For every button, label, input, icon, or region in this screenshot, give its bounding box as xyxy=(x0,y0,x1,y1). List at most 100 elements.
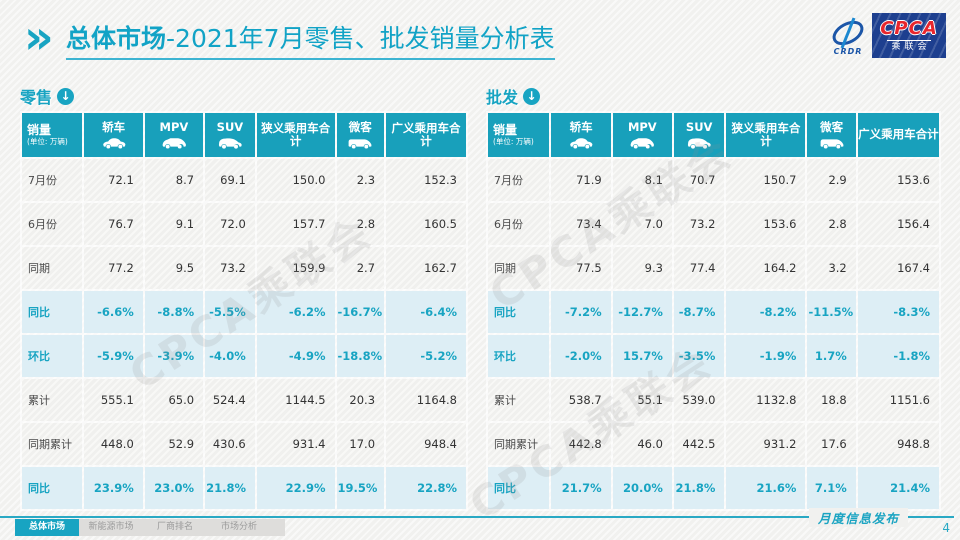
column-label: 广义乘用车合计 xyxy=(858,127,939,142)
cpca-swoosh-icon xyxy=(832,16,864,49)
data-cell: -4.0% xyxy=(205,335,255,377)
data-cell: 7.1% xyxy=(807,467,856,509)
data-cell: 931.2 xyxy=(726,423,806,465)
logo-left-label: CRDR xyxy=(833,46,863,56)
data-cell: -8.3% xyxy=(857,291,939,333)
data-cell: 555.1 xyxy=(84,379,143,421)
data-cell: -5.2% xyxy=(386,335,466,377)
page-number: 4 xyxy=(942,521,950,535)
cpca-badge: CPCA 乘联会 xyxy=(872,13,946,58)
data-cell: 948.8 xyxy=(857,423,939,465)
wholesale-section-label: 批发 xyxy=(486,88,519,107)
footer-tab[interactable]: 厂商排名 xyxy=(143,519,207,536)
mpv-icon xyxy=(162,137,186,149)
data-cell: 77.5 xyxy=(551,247,611,289)
unit-note: (单位: 万辆) xyxy=(27,137,68,147)
data-cell: 2.9 xyxy=(807,159,856,201)
column-header: SUV xyxy=(205,113,255,157)
data-cell: 20.0% xyxy=(612,467,672,509)
row-label: 同期累计 xyxy=(488,423,550,465)
retail-section-label: 零售 xyxy=(20,88,53,107)
data-cell: -6.4% xyxy=(386,291,466,333)
column-label: 狭义乘用车合计 xyxy=(731,120,801,148)
data-cell: -11.5% xyxy=(807,291,856,333)
data-cell: 2.8 xyxy=(807,203,856,245)
data-cell: -3.5% xyxy=(673,335,725,377)
data-cell: 17.6 xyxy=(807,423,856,465)
cpca-swoosh: CRDR xyxy=(829,16,867,56)
data-cell: 9.5 xyxy=(144,247,204,289)
data-cell: 2.7 xyxy=(336,247,385,289)
data-cell: 76.7 xyxy=(84,203,143,245)
data-cell: 448.0 xyxy=(84,423,143,465)
column-label: MPV xyxy=(627,120,657,135)
footer-tab[interactable]: 市场分析 xyxy=(207,519,271,536)
row-label: 环比 xyxy=(22,335,83,377)
table-row: 环比 -5.9% -3.9% -4.0% -4.9% -18.8% -5.2% xyxy=(22,335,466,377)
data-cell: 21.8% xyxy=(205,467,255,509)
row-label: 同期累计 xyxy=(22,423,83,465)
data-cell: 23.0% xyxy=(144,467,204,509)
data-cell: -18.8% xyxy=(336,335,385,377)
table-row: 累计 555.1 65.0 524.4 1144.5 20.3 1164.8 xyxy=(22,379,466,421)
column-label: SUV xyxy=(216,120,244,135)
data-cell: 72.0 xyxy=(205,203,255,245)
data-cell: -8.2% xyxy=(726,291,806,333)
data-cell: 21.4% xyxy=(857,467,939,509)
logo-cpca-label: CPCA xyxy=(880,17,938,39)
table-row: 同比 -7.2% -12.7% -8.7% -8.2% -11.5% -8.3% xyxy=(488,291,939,333)
data-cell: -8.7% xyxy=(673,291,725,333)
data-cell: 8.7 xyxy=(144,159,204,201)
logo-cn-label: 乘联会 xyxy=(887,39,931,52)
data-cell: 23.9% xyxy=(84,467,143,509)
row-label: 7月份 xyxy=(488,159,550,201)
data-cell: 9.1 xyxy=(144,203,204,245)
table-row: 同比 21.7% 20.0% 21.8% 21.6% 7.1% 21.4% xyxy=(488,467,939,509)
column-label: 微客 xyxy=(348,120,372,135)
data-cell: 21.7% xyxy=(551,467,611,509)
data-cell: 70.7 xyxy=(673,159,725,201)
wholesale-panel: 批发 ↓ 销量 (单位: 万辆) 轿车 MPV SUV 狭义乘用车合计 微客 广义乘用车合计 7… xyxy=(486,84,941,511)
footer-tab[interactable]: 新能源市场 xyxy=(79,519,143,536)
data-cell: 164.2 xyxy=(726,247,806,289)
row-label: 同比 xyxy=(488,467,550,509)
data-cell: 73.2 xyxy=(205,247,255,289)
table-row: 7月份 72.1 8.7 69.1 150.0 2.3 152.3 xyxy=(22,159,466,201)
van-icon xyxy=(820,139,843,149)
data-cell: 15.7% xyxy=(612,335,672,377)
title-highlight: 总体市场 xyxy=(66,24,167,53)
data-cell: -4.9% xyxy=(256,335,335,377)
data-cell: 160.5 xyxy=(386,203,466,245)
column-label: 狭义乘用车合计 xyxy=(261,120,331,148)
unit-note: (单位: 万辆) xyxy=(493,137,534,147)
page-title: 总体市场-2021年7月零售、批发销量分析表 xyxy=(66,24,555,60)
unit-label: 销量 xyxy=(27,122,52,137)
column-header: MPV xyxy=(144,113,204,157)
retail-section-header: 零售 ↓ xyxy=(20,84,468,108)
down-arrow-circle-icon: ↓ xyxy=(523,87,541,105)
data-cell: 442.8 xyxy=(551,423,611,465)
table-row: 同期累计 442.8 46.0 442.5 931.2 17.6 948.8 xyxy=(488,423,939,465)
data-cell: 153.6 xyxy=(857,159,939,201)
data-cell: 152.3 xyxy=(386,159,466,201)
footer-tab[interactable]: 总体市场 xyxy=(15,519,79,536)
table-row: 同比 23.9% 23.0% 21.8% 22.9% 19.5% 22.8% xyxy=(22,467,466,509)
data-cell: 46.0 xyxy=(612,423,672,465)
column-label: MPV xyxy=(159,120,189,135)
column-label: 轿车 xyxy=(569,120,593,135)
footer-tab-tail xyxy=(271,519,285,536)
data-cell: 22.8% xyxy=(386,467,466,509)
data-cell: -6.2% xyxy=(256,291,335,333)
unit-header: 销量 (单位: 万辆) xyxy=(22,113,83,157)
cpca-logo: CRDR CPCA 乘联会 xyxy=(829,13,946,58)
table-row: 环比 -2.0% 15.7% -3.5% -1.9% 1.7% -1.8% xyxy=(488,335,939,377)
data-cell: 22.9% xyxy=(256,467,335,509)
data-cell: 524.4 xyxy=(205,379,255,421)
column-header: 狭义乘用车合计 xyxy=(256,113,335,157)
data-cell: 77.4 xyxy=(673,247,725,289)
footer-stamp: 月度信息发布 xyxy=(808,508,908,527)
data-cell: 167.4 xyxy=(857,247,939,289)
table-row: 6月份 73.4 7.0 73.2 153.6 2.8 156.4 xyxy=(488,203,939,245)
data-cell: -3.9% xyxy=(144,335,204,377)
